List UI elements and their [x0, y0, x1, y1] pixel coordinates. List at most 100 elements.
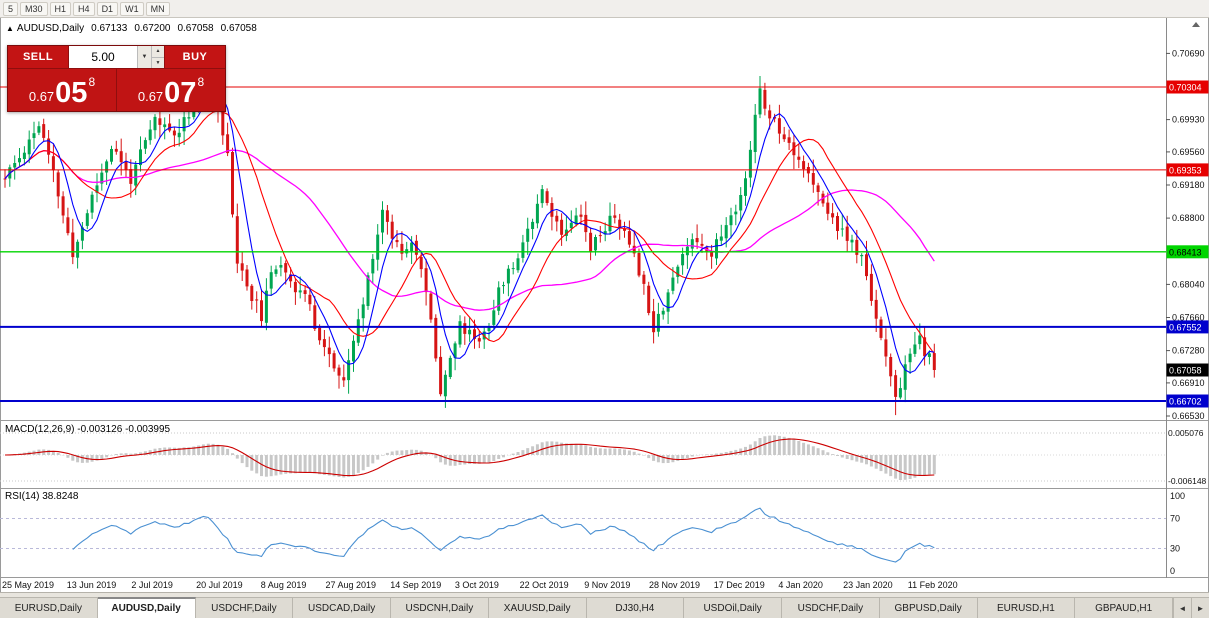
chart-tab-gbpaud-h1[interactable]: GBPAUD,H1 — [1075, 597, 1173, 618]
sell-price-big: 05 — [55, 77, 88, 109]
trade-controls-row: SELL 5.00 ▼ ▲ ▼ BUY — [8, 46, 225, 68]
chart-tab-xauusd-daily[interactable]: XAUUSD,Daily — [488, 597, 587, 618]
price-tick-label: 0.70690 — [1172, 48, 1205, 58]
date-label: 17 Dec 2019 — [714, 580, 765, 590]
timeframe-toolbar: 5 M30 H1 H4 D1 W1 MN — [0, 0, 1209, 18]
macd-axis-label: -0.006148 — [1168, 476, 1207, 486]
volume-input[interactable]: 5.00 — [91, 50, 115, 64]
level-price-tag-label: 0.67552 — [1169, 322, 1202, 332]
chart-tabs: EURUSD,Daily AUDUSD,Daily USDCHF,Daily USDC… — [0, 597, 1173, 618]
level-price-tag — [1166, 394, 1209, 408]
price-tick-label: 0.68800 — [1172, 213, 1205, 223]
timeframe-button-mn[interactable]: MN — [145, 1, 170, 16]
date-axis: 25 May 2019 13 Jun 2019 2 Jul 2019 20 Jul 2… — [2, 580, 958, 590]
rsi-axis-label: 0 — [1170, 566, 1175, 576]
date-label: 28 Nov 2019 — [649, 580, 700, 590]
price-tick-label: 0.68040 — [1172, 279, 1205, 289]
date-label: 13 Jun 2019 — [67, 580, 117, 590]
price-tick-label: 0.69560 — [1172, 147, 1205, 157]
volume-stepper: ▲ ▼ — [151, 46, 164, 68]
panel-borders — [0, 18, 1209, 578]
buy-button[interactable]: BUY — [165, 46, 225, 68]
level-price-tag — [1166, 80, 1209, 94]
sell-button[interactable]: SELL — [8, 46, 68, 68]
price-tick-label: 0.69180 — [1172, 180, 1205, 190]
timeframe-bar: 5 M30 H1 H4 D1 W1 MN — [3, 1, 170, 16]
rsi-axis-label: 30 — [1170, 544, 1180, 554]
macd-panel-layer: 0.005076 -0.006148 — [0, 428, 1207, 486]
volume-control: 5.00 ▼ ▲ ▼ — [69, 46, 164, 68]
timeframe-button-m30[interactable]: M30 — [20, 1, 48, 16]
date-label: 23 Jan 2020 — [843, 580, 893, 590]
ohlc-open-value: 0.67133 — [91, 23, 128, 34]
chart-tab-bar: EURUSD,Daily AUDUSD,Daily USDCHF,Daily USDC… — [0, 592, 1209, 618]
date-label: 25 May 2019 — [2, 580, 54, 590]
volume-step-up-icon[interactable]: ▲ — [152, 46, 164, 58]
level-price-tag — [1166, 320, 1209, 334]
price-axis: 0.70690 0.69930 0.69560 0.69180 0.68800 0.680… — [1166, 48, 1209, 421]
timeframe-button-d1[interactable]: D1 — [96, 1, 119, 16]
chart-tab-eurusd-daily[interactable]: EURUSD,Daily — [0, 597, 98, 618]
ohlc-close-value: 0.67058 — [220, 23, 257, 34]
current-price-tag-label: 0.67058 — [1169, 365, 1202, 375]
price-tick-label: 0.66530 — [1172, 411, 1205, 421]
sell-price-display[interactable]: 0.67 05 8 — [8, 69, 116, 111]
chart-ohlc-title: ▲ AUDUSD,Daily 0.67133 0.67200 0.67058 0… — [6, 23, 257, 34]
chart-tab-dj30-h4[interactable]: DJ30,H4 — [586, 597, 685, 618]
sell-price-small: 0.67 — [28, 89, 55, 104]
ma-medium-line — [4, 110, 935, 355]
price-tick-label: 0.66910 — [1172, 378, 1205, 388]
date-label: 8 Aug 2019 — [261, 580, 307, 590]
level-price-tag — [1166, 245, 1209, 259]
sell-price-sup: 8 — [88, 75, 96, 89]
timeframe-button-5[interactable]: 5 — [3, 1, 19, 16]
volume-dropdown-icon[interactable]: ▼ — [137, 46, 151, 68]
chart-tab-eurusd-h1[interactable]: EURUSD,H1 — [977, 597, 1076, 618]
ohlc-low-value: 0.67058 — [177, 23, 214, 34]
chart-tab-audusd-daily[interactable]: AUDUSD,Daily — [97, 597, 196, 618]
level-price-tag — [1166, 163, 1209, 177]
collapse-panel-icon[interactable]: ▲ — [6, 24, 14, 33]
chart-tab-usdcnh-daily[interactable]: USDCNH,Daily — [391, 597, 489, 618]
price-tick-label: 0.69930 — [1172, 115, 1205, 125]
macd-indicator-label: MACD(12,26,9) -0.003126 -0.003995 — [5, 424, 171, 435]
date-label: 27 Aug 2019 — [326, 580, 377, 590]
chart-shift-marker-icon[interactable] — [1192, 22, 1200, 27]
timeframe-button-w1[interactable]: W1 — [120, 1, 144, 16]
date-label: 11 Feb 2020 — [908, 580, 958, 590]
rsi-axis-label: 100 — [1170, 491, 1185, 501]
chart-tab-usdcad-daily[interactable]: USDCAD,Daily — [293, 597, 391, 618]
level-price-tag-label: 0.69353 — [1169, 165, 1202, 175]
chart-symbol-label: AUDUSD,Daily — [16, 23, 85, 34]
macd-signal-line — [4, 438, 935, 477]
price-tick-label: 0.67660 — [1172, 312, 1205, 322]
level-price-tag-label: 0.68413 — [1169, 247, 1202, 257]
date-label: 14 Sep 2019 — [390, 580, 441, 590]
level-price-tag-label: 0.70304 — [1169, 83, 1202, 93]
buy-price-small: 0.67 — [137, 89, 164, 104]
tab-scroll-left-button[interactable]: ◄ — [1173, 597, 1191, 618]
timeframe-button-h4[interactable]: H4 — [73, 1, 95, 16]
chart-tab-gbpusd-daily[interactable]: GBPUSD,Daily — [879, 597, 978, 618]
chart-tab-usdchf-daily[interactable]: USDCHF,Daily — [782, 597, 880, 618]
tab-scroll-controls: ◄ ► — [1173, 597, 1209, 618]
buy-price-sup: 8 — [197, 75, 205, 89]
macd-axis-label: 0.005076 — [1168, 428, 1204, 438]
date-label: 3 Oct 2019 — [455, 580, 499, 590]
one-click-trading-panel: SELL 5.00 ▼ ▲ ▼ BUY 0.67 05 8 0.67 07 8 — [7, 45, 226, 112]
ma-fast-line — [4, 91, 935, 374]
tab-scroll-right-button[interactable]: ► — [1191, 597, 1209, 618]
volume-step-down-icon[interactable]: ▼ — [152, 57, 164, 68]
chart-tab-usdchf-daily[interactable]: USDCHF,Daily — [195, 597, 294, 618]
date-label: 2 Jul 2019 — [131, 580, 173, 590]
buy-price-display[interactable]: 0.67 07 8 — [117, 69, 225, 111]
chart-canvas[interactable]: 0.005076-0.006148100703000.706900.699300… — [0, 18, 1209, 592]
rsi-indicator-label: RSI(14) 38.8248 — [5, 491, 79, 502]
chart-tab-usdoil-daily[interactable]: USDOil,Daily — [684, 597, 782, 618]
current-price-tag — [1166, 363, 1209, 377]
date-label: 22 Oct 2019 — [520, 580, 569, 590]
buy-price-big: 07 — [164, 77, 197, 109]
level-price-tag-label: 0.66702 — [1169, 396, 1202, 406]
timeframe-button-h1[interactable]: H1 — [49, 1, 72, 16]
